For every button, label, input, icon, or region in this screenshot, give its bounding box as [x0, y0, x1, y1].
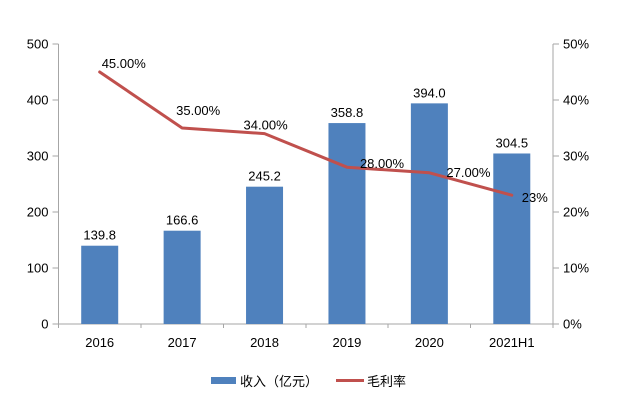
x-axis-category-label: 2016	[85, 335, 114, 350]
revenue-legend-swatch-icon	[211, 377, 236, 384]
left-axis-tick-label: 0	[41, 317, 48, 332]
bar-value-label: 139.8	[83, 228, 116, 243]
x-axis-category-label: 2021H1	[489, 335, 535, 350]
right-axis-tick-label: 50%	[563, 37, 589, 52]
bar-value-label: 245.2	[248, 169, 281, 184]
line-value-label: 23%	[522, 190, 548, 205]
right-axis-tick-label: 0%	[563, 317, 582, 332]
left-axis-tick-label: 100	[27, 261, 49, 276]
line-value-label: 45.00%	[102, 56, 147, 71]
revenue-bar	[410, 103, 448, 324]
bar-value-label: 304.5	[496, 135, 529, 150]
legend-item-revenue: 收入（亿元）	[211, 371, 318, 390]
bar-value-label: 166.6	[166, 213, 199, 228]
right-axis-tick-label: 10%	[563, 261, 589, 276]
x-axis-category-label: 2019	[332, 335, 361, 350]
line-value-label: 27.00%	[446, 165, 491, 180]
revenue-bar	[246, 186, 284, 324]
right-axis-tick-label: 30%	[563, 149, 589, 164]
line-value-label: 28.00%	[360, 156, 405, 171]
line-value-label: 35.00%	[176, 103, 221, 118]
legend-item-gross-margin: 毛利率	[336, 371, 406, 390]
left-axis-tick-label: 400	[27, 93, 49, 108]
line-value-label: 34.00%	[244, 118, 289, 133]
revenue-bar	[493, 153, 531, 324]
gross-margin-legend-label: 毛利率	[367, 374, 407, 389]
left-axis-tick-label: 500	[27, 37, 49, 52]
revenue-bar	[81, 245, 119, 324]
x-axis-category-label: 2017	[168, 335, 197, 350]
revenue-legend-label: 收入（亿元）	[240, 374, 319, 389]
right-axis-tick-label: 40%	[563, 93, 589, 108]
right-axis-tick-label: 20%	[563, 205, 589, 220]
revenue-bar	[328, 123, 366, 325]
revenue-bar	[163, 230, 201, 324]
gross-margin-line	[98, 70, 514, 197]
left-axis-tick-label: 200	[27, 205, 49, 220]
bar-value-label: 394.0	[413, 85, 446, 100]
gross-margin-legend-swatch-icon	[336, 379, 365, 382]
chart-legend: 收入（亿元） 毛利率	[211, 371, 406, 390]
bar-value-label: 358.8	[331, 105, 364, 120]
x-axis-category-label: 2018	[250, 335, 279, 350]
x-axis-category-label: 2020	[415, 335, 444, 350]
left-axis-tick-label: 300	[27, 149, 49, 164]
